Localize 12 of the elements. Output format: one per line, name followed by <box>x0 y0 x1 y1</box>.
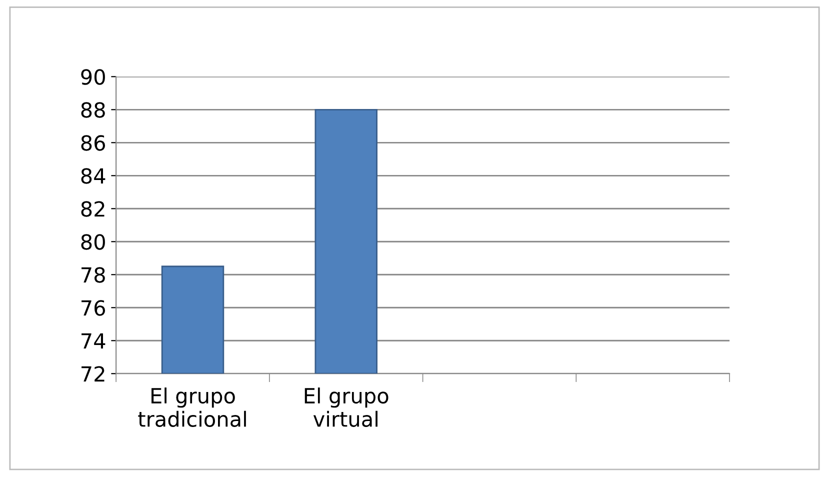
y-tick-label: 84 <box>81 168 106 184</box>
y-tick-label: 80 <box>81 234 105 250</box>
y-tick-label: 72 <box>82 366 104 382</box>
y-tick-label: 78 <box>82 267 105 283</box>
x-tick-label: El grupo virtual <box>304 388 388 427</box>
x-tick-label: El grupo tradicional <box>138 388 246 427</box>
y-tick-label: 76 <box>82 300 106 316</box>
y-tick-label: 88 <box>81 102 105 118</box>
y-tick-label: 90 <box>81 69 105 85</box>
y-tick-label: 74 <box>82 333 106 349</box>
y-tick-label: 82 <box>81 201 104 217</box>
y-tick-label: 86 <box>81 135 106 151</box>
